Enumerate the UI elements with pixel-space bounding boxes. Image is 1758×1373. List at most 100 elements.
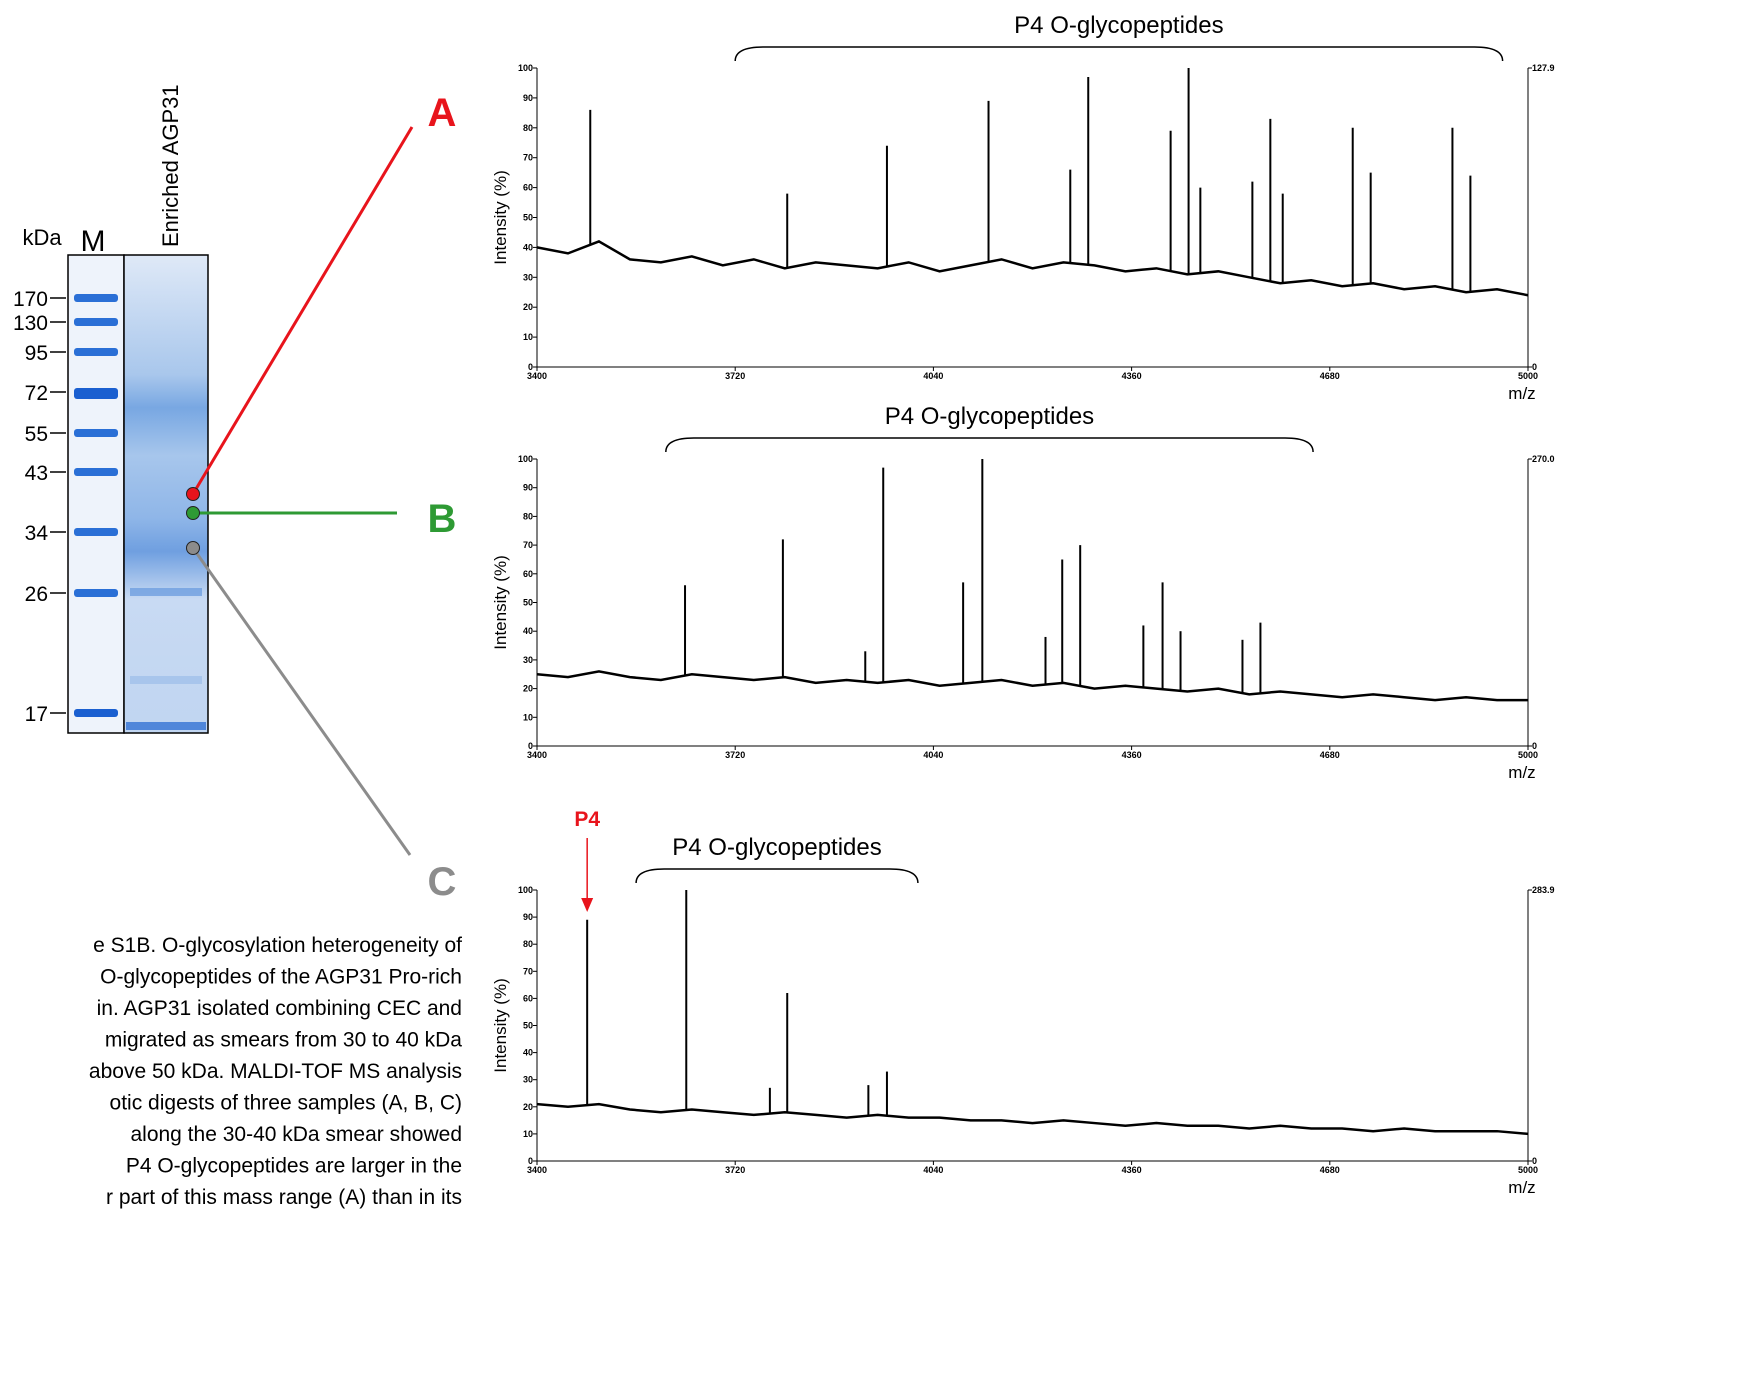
- y2-tick-label: 127.9: [1532, 63, 1555, 73]
- y-tick-label: 30: [523, 1075, 533, 1085]
- x-tick-label: 4680: [1320, 1165, 1340, 1175]
- y-tick-label: 80: [523, 939, 533, 949]
- x-tick-label: 3400: [527, 750, 547, 760]
- spectrum-baseline: [536, 1102, 1529, 1136]
- gel: kDa M Enriched AGP31: [22, 84, 209, 734]
- y-tick-label: 50: [523, 213, 533, 223]
- y-tick-label: 20: [523, 302, 533, 312]
- y-tick-label: 40: [523, 242, 533, 252]
- marker-band: [74, 318, 118, 326]
- marker-band: [74, 528, 118, 536]
- x-tick-label: 5000: [1518, 1165, 1538, 1175]
- caption-line: along the 30-40 kDa smear showed: [130, 1123, 462, 1146]
- sample-point: [186, 506, 200, 520]
- x-tick-label: 3400: [527, 371, 547, 381]
- caption-line: r part of this mass range (A) than in it…: [106, 1186, 462, 1209]
- band: [130, 676, 202, 684]
- y2-tick-label: 270.0: [1532, 454, 1555, 464]
- x-tick-label: 3720: [725, 1165, 745, 1175]
- y-tick-label: 100: [518, 63, 533, 73]
- y-tick-label: 70: [523, 540, 533, 550]
- x-tick-label: 5000: [1518, 750, 1538, 760]
- x-tick-label: 4680: [1320, 371, 1340, 381]
- sample-point: [186, 487, 200, 501]
- y-axis-label: Intensity (%): [491, 555, 510, 649]
- marker-label: 43: [25, 462, 48, 485]
- y-tick-label: 40: [523, 626, 533, 636]
- marker-lane: [67, 254, 125, 734]
- sample-label: A: [428, 91, 457, 135]
- x-tick-label: 3400: [527, 1165, 547, 1175]
- x-tick-label: 3720: [725, 750, 745, 760]
- y-tick-label: 20: [523, 1102, 533, 1112]
- caption-line: in. AGP31 isolated combining CEC and: [97, 997, 462, 1020]
- chart-title: P4 O-glycopeptides: [885, 403, 1094, 430]
- marker-label: 95: [25, 342, 48, 365]
- x-tick-label: 4040: [923, 371, 943, 381]
- unit-label: kDa: [22, 225, 62, 250]
- marker-label: 55: [25, 423, 48, 446]
- y2-tick-label: 0: [1532, 741, 1537, 751]
- y-tick-label: 30: [523, 655, 533, 665]
- y-tick-label: 50: [523, 598, 533, 608]
- sample-line: [191, 126, 414, 495]
- y-tick-label: 10: [523, 332, 533, 342]
- x-tick-label: 4680: [1320, 750, 1340, 760]
- x-axis-label: m/z: [1508, 1178, 1535, 1197]
- spectrum-baseline: [536, 240, 1529, 297]
- lane-label: Enriched AGP31: [158, 84, 183, 247]
- band: [126, 722, 206, 730]
- marker-band: [74, 429, 118, 437]
- y-tick-label: 30: [523, 272, 533, 282]
- marker-label: 34: [25, 522, 49, 545]
- y-tick-label: 60: [523, 993, 533, 1003]
- annotation: P4: [574, 808, 600, 831]
- x-axis-label: m/z: [1508, 763, 1535, 782]
- x-tick-label: 4360: [1122, 1165, 1142, 1175]
- sample-label: B: [428, 497, 457, 541]
- bracket: [734, 46, 1504, 62]
- sample-label: C: [428, 860, 457, 904]
- chart-title: P4 O-glycopeptides: [1014, 12, 1223, 39]
- y2-tick-label: 0: [1532, 1156, 1537, 1166]
- y-axis-label: Intensity (%): [491, 978, 510, 1072]
- y-tick-label: 100: [518, 454, 533, 464]
- caption-line: above 50 kDa. MALDI-TOF MS analysis: [89, 1060, 462, 1083]
- y-tick-label: 10: [523, 1129, 533, 1139]
- sample-point: [186, 541, 200, 555]
- band: [130, 588, 202, 596]
- y-tick-label: 90: [523, 912, 533, 922]
- y-tick-label: 60: [523, 569, 533, 579]
- marker-band: [74, 388, 118, 399]
- arrow-head: [581, 898, 594, 912]
- caption-line: O-glycopeptides of the AGP31 Pro-rich: [100, 966, 462, 989]
- x-axis-label: m/z: [1508, 384, 1535, 403]
- y-axis-label: Intensity (%): [491, 170, 510, 264]
- caption-line: migrated as smears from 30 to 40 kDa: [105, 1029, 462, 1052]
- caption: e S1B. O-glycosylation heterogeneity of O…: [89, 934, 462, 1209]
- x-tick-label: 3720: [725, 371, 745, 381]
- y-tick-label: 70: [523, 966, 533, 976]
- marker-band: [74, 709, 118, 717]
- y-tick-label: 0: [528, 1156, 533, 1166]
- caption-line: P4 O-glycopeptides are larger in the: [126, 1155, 462, 1178]
- marker-band: [74, 468, 118, 476]
- y-tick-label: 50: [523, 1021, 533, 1031]
- y-tick-label: 40: [523, 1048, 533, 1058]
- bracket: [665, 437, 1314, 453]
- y2-tick-label: 0: [1532, 362, 1537, 372]
- x-tick-label: 5000: [1518, 371, 1538, 381]
- marker-label: 72: [25, 382, 48, 405]
- lane-label: M: [81, 225, 106, 258]
- x-tick-label: 4360: [1122, 371, 1142, 381]
- y2-tick-label: 283.9: [1532, 885, 1555, 895]
- marker-label: 170: [13, 288, 48, 311]
- y-tick-label: 80: [523, 123, 533, 133]
- y-tick-label: 0: [528, 362, 533, 372]
- chart-title: P4 O-glycopeptides: [672, 834, 881, 861]
- x-tick-label: 4040: [923, 750, 943, 760]
- y-tick-label: 90: [523, 483, 533, 493]
- sample-line: [191, 547, 412, 856]
